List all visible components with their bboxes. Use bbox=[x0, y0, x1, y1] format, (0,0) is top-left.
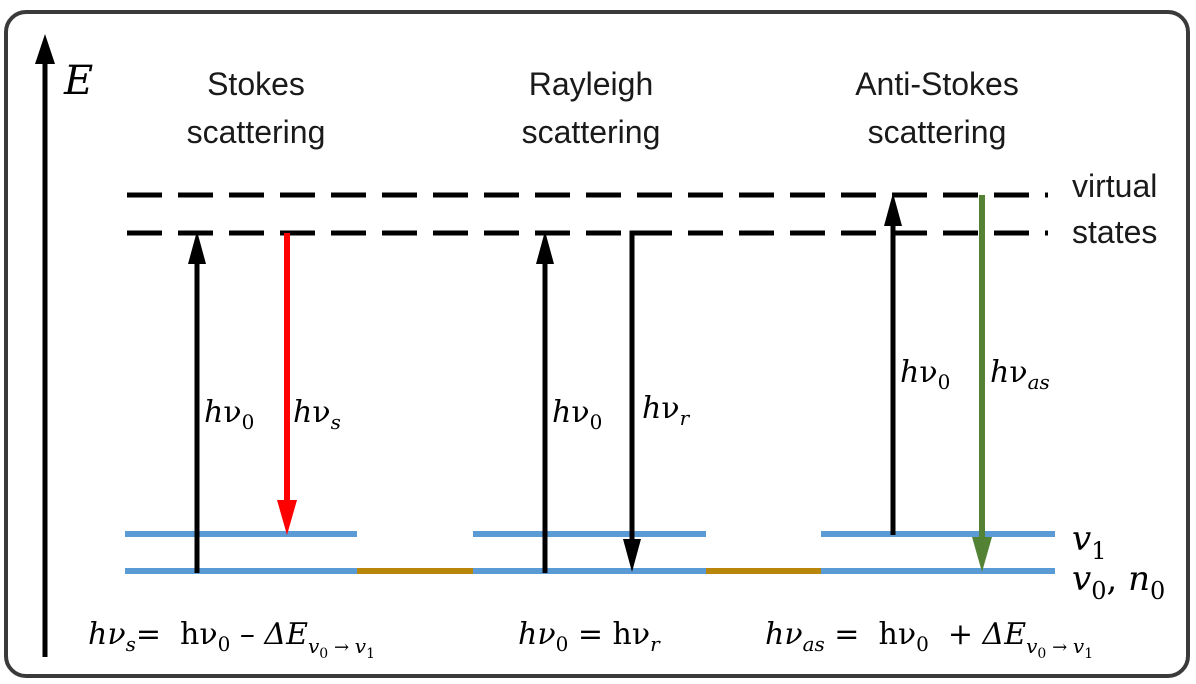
rayleigh-equation: hν0 = hνr bbox=[518, 617, 661, 656]
rayleigh-heading-line1: Rayleigh bbox=[529, 66, 654, 102]
anti-stokes-excitation-arrowhead bbox=[884, 193, 902, 226]
anti-stokes-heading-line2: scattering bbox=[868, 114, 1007, 150]
anti-stokes-heading-line1: Anti-Stokes bbox=[855, 66, 1019, 102]
stokes-hvs-label: hνs bbox=[293, 395, 341, 434]
level-v0-n0-label: v0, n0 bbox=[1072, 559, 1165, 605]
anti-stokes-equation: hνas = hν0 + ΔEv0 → v1 bbox=[765, 617, 1093, 662]
anti-stokes-hvas-label: hνas bbox=[990, 355, 1050, 394]
stokes-equation: hνs= hν0 – ΔEv0 → v1 bbox=[88, 617, 375, 662]
energy-axis-arrowhead bbox=[35, 34, 55, 64]
rayleigh-hvr-label: hνr bbox=[642, 391, 691, 430]
level-v1-label: v1 bbox=[1072, 519, 1107, 565]
rayleigh-emission-arrowhead bbox=[623, 539, 641, 572]
energy-axis-label: E bbox=[63, 58, 93, 104]
stokes-emission-arrowhead bbox=[277, 500, 297, 535]
rayleigh-emission-arrow bbox=[629, 230, 645, 540]
anti-stokes-emission-arrowhead bbox=[972, 537, 992, 572]
rayleigh-excitation-arrowhead bbox=[536, 231, 554, 264]
virtual-states-label-line2: states bbox=[1072, 214, 1157, 250]
virtual-states-label-line1: virtual bbox=[1072, 168, 1157, 204]
stokes-heading-line1: Stokes bbox=[207, 66, 305, 102]
anti-stokes-hv0-label: hν0 bbox=[900, 355, 950, 394]
stokes-hv0-label: hν0 bbox=[204, 395, 254, 434]
stokes-heading-line2: scattering bbox=[187, 114, 326, 150]
stokes-excitation-arrowhead bbox=[188, 231, 206, 264]
rayleigh-heading-line2: scattering bbox=[522, 114, 661, 150]
diagram-frame bbox=[4, 10, 1190, 678]
rayleigh-hv0-label: hν0 bbox=[552, 395, 602, 434]
